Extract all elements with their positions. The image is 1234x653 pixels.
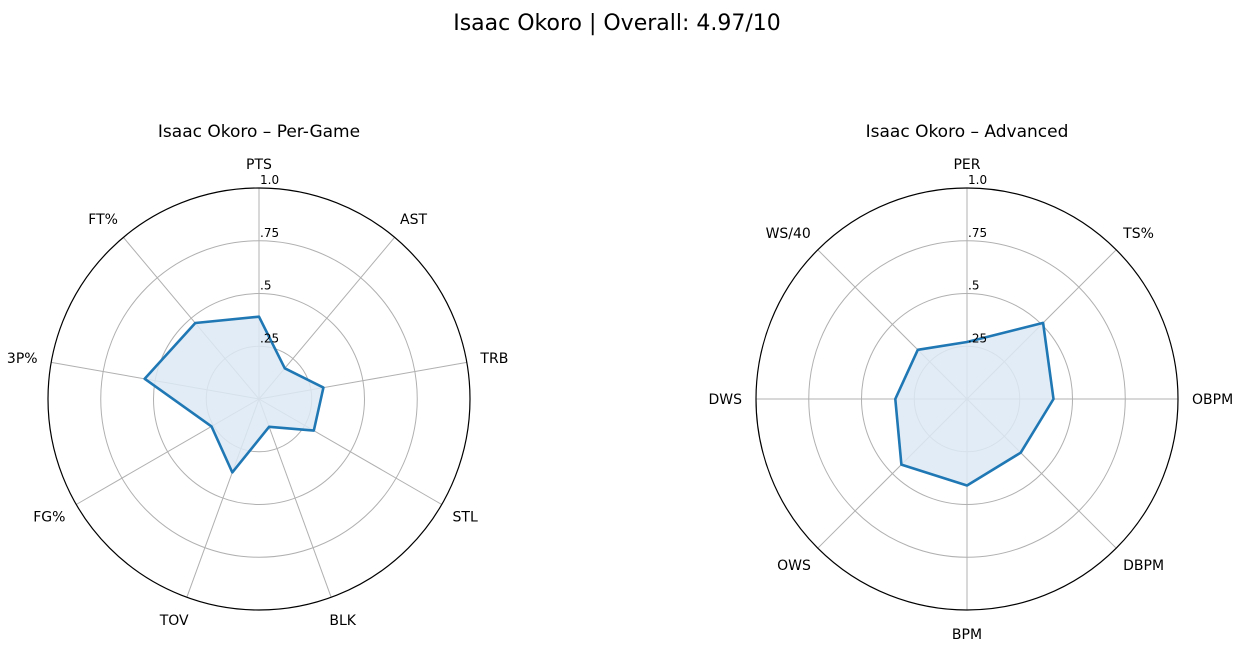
category-label: 3P% [7,351,38,367]
radar-line-per-game [143,315,325,474]
category-label: DBPM [1123,558,1164,574]
radial-tick-label: .75 [260,226,279,240]
radial-tick-label: 1.0 [968,173,987,187]
radial-tick-label: .25 [968,331,987,345]
figure-title: Isaac Okoro | Overall: 4.97/10 [453,11,781,36]
radar-line-advanced [893,321,1055,487]
radial-tick-label: .5 [968,279,979,293]
category-label: FG% [33,510,65,526]
radar-frame [47,187,471,611]
radar-title-per-game: Isaac Okoro – Per-Game [158,122,360,142]
category-label: PER [953,157,980,173]
category-label: TRB [479,351,508,367]
radar-fill-advanced [895,322,1054,486]
category-label: DWS [708,392,742,408]
category-label: BPM [952,627,982,643]
category-label: PTS [246,157,272,173]
category-label: FT% [88,212,118,228]
category-label: AST [400,212,427,228]
radial-tick-label: 1.0 [260,173,279,187]
category-label: TS% [1122,226,1154,242]
radar-title-advanced: Isaac Okoro – Advanced [866,122,1069,142]
radial-tick-label: .5 [260,279,271,293]
category-label: BLK [329,613,356,629]
grid-spoke [258,398,332,598]
category-label: OWS [777,558,811,574]
radar-frame [755,187,1179,611]
radial-tick-label: .75 [968,226,987,240]
radial-tick-label: .25 [260,331,279,345]
category-label: TOV [159,613,189,629]
category-label: STL [453,510,478,526]
radar-fill-per-game [144,316,324,473]
category-label: OBPM [1192,392,1233,408]
category-label: WS/40 [766,226,811,242]
